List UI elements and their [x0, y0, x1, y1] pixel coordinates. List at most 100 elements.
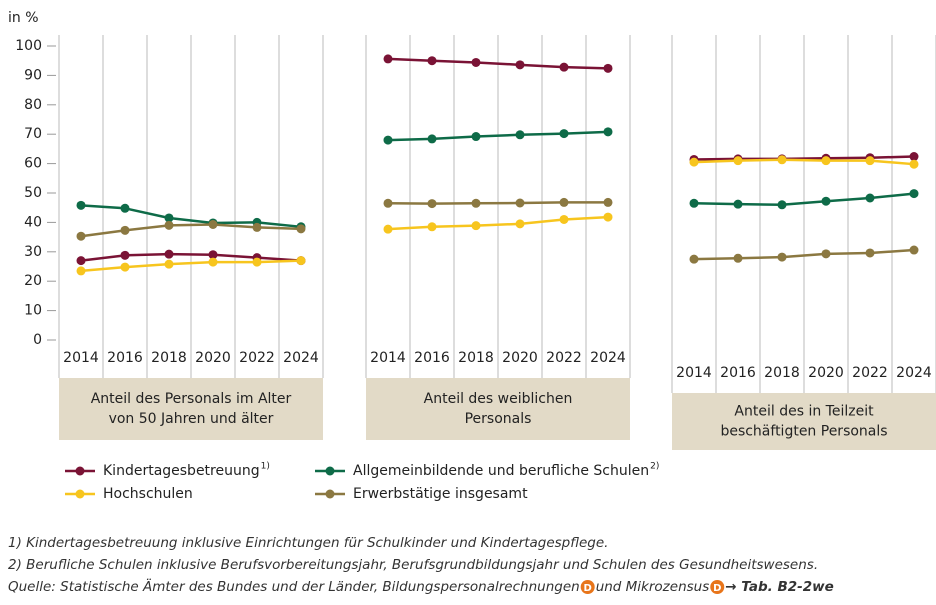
data-point: [252, 222, 262, 232]
source-icon-label: D: [584, 583, 592, 594]
legend-note-ref: 1): [261, 462, 270, 472]
data-point: [515, 219, 525, 229]
data-point: [559, 62, 569, 72]
y-tick-label: 70: [24, 126, 42, 142]
data-point: [164, 259, 174, 269]
data-point: [865, 248, 875, 258]
data-point: [909, 245, 919, 255]
source-text: → Tab. B2-2we: [725, 579, 834, 595]
data-point: [383, 224, 393, 234]
data-point: [120, 203, 130, 213]
x-tick-label: 2014: [63, 350, 99, 366]
source-icon-label: D: [713, 583, 721, 594]
data-point: [296, 256, 306, 266]
x-tick-label: 2018: [458, 350, 494, 366]
data-point: [471, 198, 481, 208]
legend-marker: [325, 466, 335, 476]
data-point: [909, 152, 919, 162]
x-tick-label: 2014: [370, 350, 406, 366]
data-point: [427, 199, 437, 209]
data-point: [865, 156, 875, 166]
legend-label: Erwerbstätige insgesamt: [353, 486, 528, 502]
panel-label: von 50 Jahren und älter: [109, 411, 274, 427]
x-tick-label: 2022: [852, 365, 888, 381]
series-line: [387, 215, 609, 231]
x-tick-label: 2018: [764, 365, 800, 381]
legend-marker: [75, 466, 85, 476]
x-tick-label: 2024: [590, 350, 626, 366]
series-line: [80, 252, 302, 262]
panel-label-box: [366, 378, 630, 440]
legend-marker: [325, 489, 335, 499]
series-line: [80, 223, 302, 238]
y-axis-label: in %: [8, 10, 39, 26]
data-point: [821, 196, 831, 206]
data-point: [909, 189, 919, 199]
series-line: [693, 248, 915, 261]
x-tick-label: 2020: [502, 350, 538, 366]
footnote: 2) Berufliche Schulen inklusive Berufsvo…: [8, 557, 818, 573]
x-tick-label: 2022: [546, 350, 582, 366]
data-point: [777, 155, 787, 165]
data-point: [383, 198, 393, 208]
data-point: [427, 222, 437, 232]
data-point: [76, 231, 86, 241]
legend-label: Allgemeinbildende und berufliche Schulen: [353, 463, 649, 479]
y-tick-label: 30: [24, 244, 42, 260]
data-point: [383, 54, 393, 64]
y-tick-label: 80: [24, 97, 42, 113]
data-point: [252, 257, 262, 267]
y-tick-label: 60: [24, 156, 42, 172]
data-point: [821, 249, 831, 259]
data-point: [559, 214, 569, 224]
source-text: Quelle: Statistische Ämter des Bundes un…: [8, 577, 580, 595]
data-point: [603, 197, 613, 207]
series-line: [693, 192, 915, 207]
series-line: [693, 155, 915, 161]
data-point: [603, 63, 613, 73]
data-point: [515, 198, 525, 208]
series-line: [387, 130, 609, 142]
data-point: [164, 220, 174, 230]
data-point: [471, 57, 481, 67]
data-point: [515, 130, 525, 140]
data-point: [821, 156, 831, 166]
x-tick-label: 2020: [195, 350, 231, 366]
legend-label: Hochschulen: [103, 486, 193, 502]
data-point: [164, 213, 174, 223]
source-icon: [580, 580, 595, 594]
y-tick-label: 0: [33, 332, 42, 348]
data-point: [603, 212, 613, 222]
x-tick-label: 2016: [720, 365, 756, 381]
legend-note-ref: 2): [650, 462, 659, 472]
data-point: [164, 249, 174, 259]
data-point: [909, 159, 919, 169]
y-tick-label: 10: [24, 303, 42, 319]
data-point: [733, 199, 743, 209]
y-tick-label: 20: [24, 273, 42, 289]
data-point: [777, 252, 787, 262]
data-point: [777, 200, 787, 210]
data-point: [383, 135, 393, 145]
x-tick-label: 2018: [151, 350, 187, 366]
data-point: [120, 262, 130, 272]
series-line: [693, 158, 915, 166]
y-tick-label: 90: [24, 67, 42, 83]
data-point: [296, 224, 306, 234]
panel-label-box: [672, 393, 936, 450]
data-point: [427, 134, 437, 144]
panel-label: Anteil des Personals im Alter: [91, 391, 292, 407]
data-point: [208, 219, 218, 229]
y-tick-label: 40: [24, 214, 42, 230]
x-tick-label: 2014: [676, 365, 712, 381]
data-point: [427, 56, 437, 66]
panel-label-box: [59, 378, 323, 440]
panel-label: Anteil des in Teilzeit: [734, 404, 874, 420]
y-tick-label: 100: [15, 38, 42, 54]
data-point: [689, 157, 699, 167]
x-tick-label: 2016: [414, 350, 450, 366]
data-point: [865, 193, 875, 203]
data-point: [76, 266, 86, 276]
data-point: [689, 254, 699, 264]
